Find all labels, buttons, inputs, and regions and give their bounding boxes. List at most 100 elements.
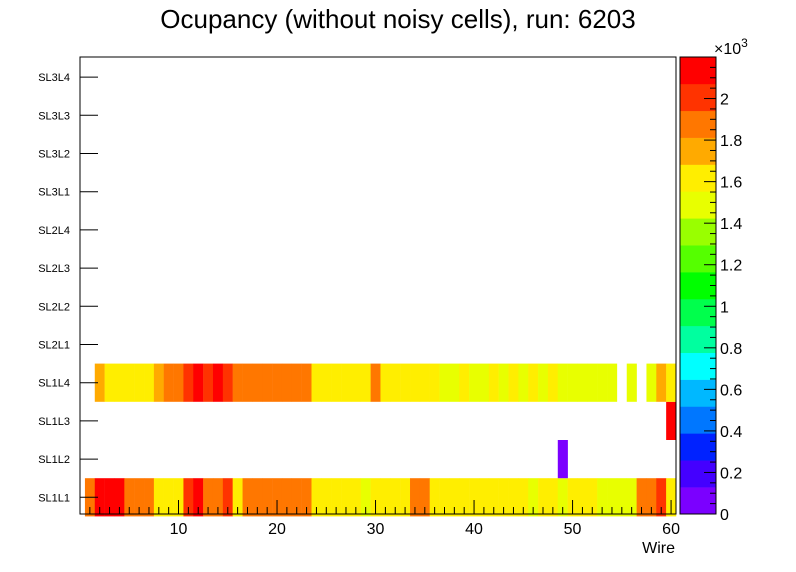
color-scale-band-12 (680, 164, 716, 192)
y-tick-label-sl2l1: SL2L1 (38, 340, 70, 352)
z-tick-label-0: 0 (720, 507, 729, 524)
x-tick-label-50: 50 (564, 521, 582, 538)
y-tick-label-sl1l1: SL1L1 (38, 492, 70, 504)
heatmap-cell-sl1l1-wire-48 (547, 478, 559, 517)
x-tick-label-60: 60 (662, 521, 680, 538)
heatmap-cell-sl1l4-wire-25 (321, 363, 332, 402)
heatmap-cell-sl1l2-wire-49 (557, 440, 568, 479)
color-scale-band-7 (680, 298, 716, 327)
heatmap-cell-sl1l4-wire-31 (380, 363, 391, 402)
heatmap-cell-sl1l1-wire-30 (370, 478, 381, 517)
color-scale-band-11 (680, 191, 716, 219)
heatmap-cell-sl1l4-wire-20 (272, 363, 283, 402)
heatmap-cell-sl1l4-wire-17 (242, 363, 253, 402)
heatmap-cell-sl1l4-wire-60 (666, 363, 677, 402)
heatmap-cell-sl1l1-wire-59 (656, 478, 667, 517)
y-tick-label-sl2l2: SL2L2 (38, 301, 70, 313)
heatmap-cell-sl1l1-wire-54 (607, 478, 618, 517)
heatmap-cell-sl1l4-wire-35 (419, 363, 430, 402)
heatmap-cell-sl1l4-wire-8 (153, 363, 164, 402)
y-axis: SL1L1 SL1L2 SL1L3 SL1L4 SL2L1 SL2L2 SL2L3 SL2L4… (38, 72, 98, 504)
heatmap-cell-sl1l1-wire-36 (429, 478, 440, 517)
heatmap-cell-sl1l4-wire-42 (488, 363, 499, 402)
color-scale-band-6 (680, 325, 716, 353)
heatmap-cell-sl1l4-wire-19 (262, 363, 273, 402)
heatmap-cell-sl1l4-wire-51 (577, 363, 588, 402)
heatmap-cell-sl1l1-wire-27 (341, 478, 352, 517)
heatmap-cell-sl1l4-wire-6 (134, 363, 145, 402)
x-tick-label-10: 10 (170, 521, 188, 538)
heatmap-cell-sl1l4-wire-48 (547, 363, 559, 402)
heatmap-cell-sl1l4-wire-16 (232, 363, 243, 402)
heatmap-cell-sl1l3-wire-60 (666, 401, 677, 440)
z-tick-label-1.6: 1.6 (720, 175, 742, 192)
heatmap-cell-sl1l1-wire-5 (124, 478, 135, 517)
heatmap-cell-sl1l1-wire-17 (242, 478, 253, 517)
heatmap-cell-sl1l1-wire-13 (203, 478, 214, 517)
y-tick-label-sl2l4: SL2L4 (38, 225, 70, 237)
heatmap-cell-sl1l1-wire-9 (163, 478, 174, 517)
x-tick-label-40: 40 (465, 521, 483, 538)
heatmap-cell-sl1l4-wire-10 (173, 363, 184, 402)
z-tick-label-1.8: 1.8 (720, 133, 742, 150)
x-tick-label-30: 30 (367, 521, 385, 538)
x-tick-label-20: 20 (268, 521, 286, 538)
heatmap-cell-sl1l1-wire-52 (587, 478, 598, 517)
heatmap-cell-sl1l4-wire-39 (459, 363, 470, 402)
z-tick-label-0.6: 0.6 (720, 382, 742, 399)
heatmap-cell-sl1l4-wire-11 (183, 363, 194, 402)
heatmap-cell-sl1l4-wire-18 (252, 363, 263, 402)
heatmap-cell-sl1l1-wire-33 (400, 478, 411, 517)
heatmap-cell-sl1l1-wire-57 (636, 478, 647, 517)
color-scale-band-1 (680, 460, 716, 488)
heatmap-cell-sl1l4-wire-4 (114, 363, 125, 402)
heatmap-cell-sl1l1-wire-18 (252, 478, 263, 517)
heatmap-cell-sl1l4-wire-30 (370, 363, 381, 402)
heatmap-cell-sl1l1-wire-22 (291, 478, 302, 517)
y-tick-label-sl3l2: SL3L2 (38, 149, 70, 161)
heatmap-cell-sl1l4-wire-53 (597, 363, 608, 402)
heatmap-cell-sl1l1-wire-7 (144, 478, 155, 517)
heatmap-cell-sl1l4-wire-40 (469, 363, 480, 402)
heatmap-cell-sl1l4-wire-24 (311, 363, 322, 402)
heatmap-cell-sl1l4-wire-58 (646, 363, 657, 402)
heatmap-cell-sl1l1-wire-21 (281, 478, 293, 517)
z-tick-label-0.2: 0.2 (720, 465, 742, 482)
heatmap-cell-sl1l1-wire-43 (498, 478, 509, 517)
x-axis: 10 20 30 40 50 60 (89, 500, 680, 538)
color-scale-band-13 (680, 137, 716, 165)
heatmap-cell-sl1l1-wire-24 (311, 478, 322, 517)
heatmap-cell-sl1l4-wire-12 (193, 363, 204, 402)
heatmap-cell-sl1l4-wire-54 (607, 363, 618, 402)
heatmap-cell-sl1l1-wire-12 (193, 478, 204, 517)
z-tick-label-2: 2 (720, 92, 729, 109)
heatmap-cell-sl1l4-wire-26 (331, 363, 342, 402)
y-tick-label-sl2l3: SL2L3 (38, 263, 70, 275)
heatmap-cell-sl1l1-wire-35 (419, 478, 430, 517)
heatmap-cell-sl1l1-wire-46 (528, 478, 539, 517)
x-axis-label: Wire (642, 540, 675, 557)
heatmap-cell-sl1l1-wire-37 (439, 478, 450, 517)
color-scale-band-16 (680, 57, 716, 85)
heatmap-cell-sl1l1-wire-41 (478, 478, 490, 517)
color-scale-band-5 (680, 352, 716, 380)
heatmap-cell-sl1l1-wire-55 (616, 478, 627, 517)
z-tick-label-0.8: 0.8 (720, 341, 742, 358)
heatmap-cell-sl1l4-wire-46 (528, 363, 539, 402)
chart-title: Ocupancy (without noisy cells), run: 620… (160, 4, 635, 34)
z-tick-label-0.4: 0.4 (720, 424, 742, 441)
heatmap-cell-sl1l4-wire-15 (222, 363, 233, 402)
heatmap-cell-sl1l4-wire-59 (656, 363, 667, 402)
y-tick-label-sl1l4: SL1L4 (38, 378, 70, 390)
heatmap-cell-sl1l1-wire-25 (321, 478, 332, 517)
heatmap-cell-sl1l4-wire-45 (518, 363, 529, 402)
heatmap-cell-sl1l1-wire-58 (646, 478, 657, 517)
heatmap-cell-sl1l1-wire-15 (222, 478, 233, 517)
heatmap-cell-sl1l1-wire-4 (114, 478, 125, 517)
z-multiplier: ×103 (714, 36, 748, 58)
color-scale-band-9 (680, 245, 716, 273)
heatmap-cell-sl1l4-wire-37 (439, 363, 450, 402)
heatmap-cell-sl1l1-wire-44 (508, 478, 519, 517)
heatmap-cell-sl1l4-wire-28 (350, 363, 362, 402)
